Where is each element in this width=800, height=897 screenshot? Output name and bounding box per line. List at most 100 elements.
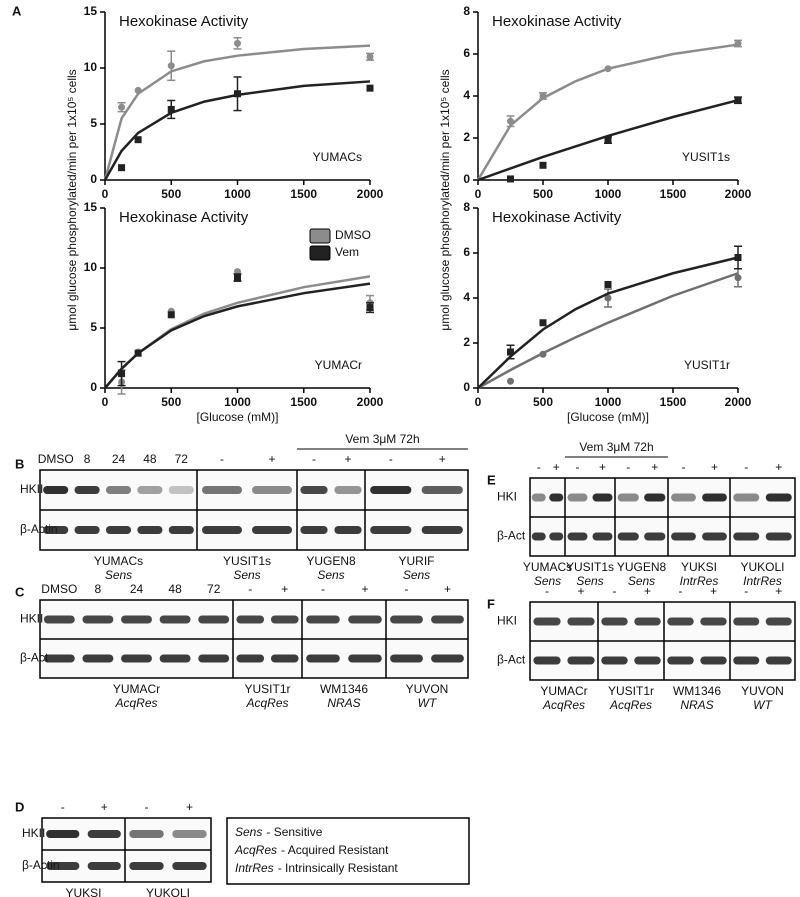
band [168,486,194,494]
band [236,615,265,624]
band [592,493,613,502]
fit-curve [103,44,371,181]
band [644,532,666,541]
group-label: YUGEN8 [306,554,356,568]
band [43,526,69,534]
fit-curve [477,272,739,390]
group-label: YUMACr [540,684,587,698]
row-label: HKII [20,482,43,496]
group-sub-label: Sens [534,574,561,588]
band [531,493,546,502]
row-label: β-Act [497,653,526,667]
group-sub-label: AcqRes [609,698,652,712]
group-sub-label: AcqRes [114,696,157,710]
y-axis-label: μmol glucose phosphorylated/min per 1x10… [65,69,79,330]
group-label: YUMACs [94,554,143,568]
lane-label: - [545,584,549,598]
lane-label: - [744,460,748,474]
x-tick-label: 1500 [660,395,687,409]
data-point [366,53,374,61]
group-sub-label: Sens [105,568,132,582]
band [421,486,463,494]
panel-letter: D [15,799,24,814]
data-point [234,274,241,282]
band [549,493,564,502]
y-tick-label: 2 [463,130,470,144]
lane-label: + [186,800,193,814]
y-tick-label: 2 [463,335,470,349]
band [390,654,423,663]
group-label: WM1346 [673,684,721,698]
group-label: YUSIT1s [223,554,271,568]
band [306,654,340,663]
band [370,526,412,534]
band [172,862,207,870]
lane-label: + [344,452,351,466]
band [172,830,207,838]
text-part: - Acquired Resistant [281,843,389,857]
lane-label: + [101,800,108,814]
group-label: YUSIT1s [566,560,614,574]
text-part: - Sensitive [266,825,322,839]
band [137,486,163,494]
panel-letter: C [15,584,25,599]
group-sub-label: IntrRes [680,574,719,588]
x-tick-label: 500 [533,187,553,201]
chart-title: Hexokinase Activity [119,13,249,30]
data-point [507,117,514,125]
fit-curve [477,98,739,182]
band [617,532,639,541]
band [667,656,694,665]
text-part: IntrRes [235,861,274,875]
text-part: Sens [235,825,262,839]
band [348,654,382,663]
data-point [167,105,175,113]
data-point [134,349,142,357]
x-tick-label: 0 [475,187,482,201]
band [202,486,242,494]
lane-label: - [248,582,252,596]
band [46,830,80,838]
lane-label: - [682,460,686,474]
y-tick-label: 0 [463,172,470,186]
band [765,617,792,626]
data-point [118,164,126,172]
band [733,617,760,626]
band [733,532,760,541]
legend-swatch [309,228,331,244]
lane-label: 8 [95,582,102,596]
fit-curve [103,80,371,181]
data-point [507,348,514,356]
chart-title: Hexokinase Activity [119,209,249,226]
band [74,526,100,534]
band [370,486,412,494]
lane-label: + [361,582,368,596]
row-label: β-Act [497,529,526,543]
data-point [167,311,175,319]
lane-label: + [710,584,717,598]
data-point [234,90,241,98]
x-axis-label: [Glucose (mM)] [196,410,278,424]
y-tick-label: 10 [84,260,98,274]
group-sub-label: NRAS [680,698,713,712]
band [533,617,561,626]
group-sub-label: IntrRes [743,574,782,588]
annotation: YUMACs [313,150,362,164]
y-tick-label: 8 [463,200,470,214]
y-axis-label: μmol glucose phosphorylated/min per 1x10… [438,69,452,330]
data-point [539,161,547,169]
x-tick-label: 2000 [357,395,384,409]
x-tick-label: 1000 [595,187,622,201]
group-sub-label: AcqRes [542,698,585,712]
data-point [539,350,547,358]
lane-label: + [775,460,782,474]
lane-label: - [576,460,580,474]
band [617,493,639,502]
chart-title: Hexokinase Activity [492,209,622,226]
band [198,615,230,624]
lane-label: 48 [143,452,157,466]
data-point [734,254,742,261]
band [46,862,80,870]
group-sub-label: Sens [403,568,430,582]
band [733,493,760,502]
